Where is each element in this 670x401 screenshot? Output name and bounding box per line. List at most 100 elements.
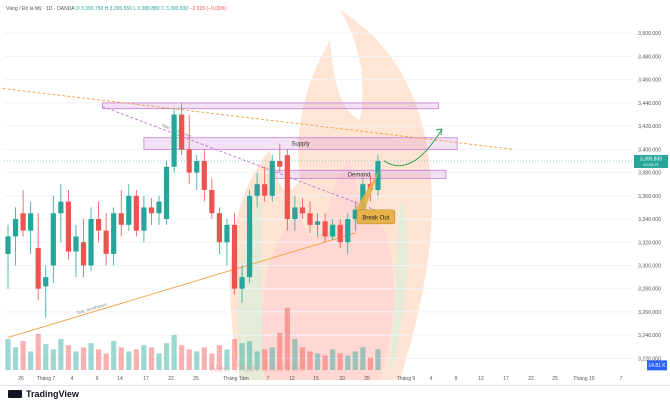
candle (186, 114, 192, 185)
candle-body (337, 224, 343, 243)
candle-body (292, 207, 298, 220)
zone-label: Supply (291, 142, 309, 148)
x-tick-label: 7 (267, 376, 270, 382)
candle-body (58, 201, 64, 214)
x-tick-label: 25 (193, 376, 199, 382)
watermark-text: Nen Than Channel (210, 363, 302, 375)
volume-bar (231, 339, 238, 370)
volume-bar (133, 349, 139, 370)
candle-body (50, 213, 56, 266)
candle-body (28, 213, 34, 231)
ohlc-low: L 3,388.880 (133, 6, 160, 12)
volume-bar (314, 353, 321, 370)
candle-body (314, 221, 321, 225)
candle (103, 213, 109, 266)
volume-bar (284, 308, 290, 370)
x-tick-label: Tháng 9 (397, 376, 416, 382)
y-tick-label: 3,360.000 (638, 194, 661, 200)
candle-body (65, 201, 71, 252)
volume-bar (292, 339, 298, 370)
annotations: Break Out (4, 128, 632, 225)
candle-body (247, 195, 253, 278)
candle (65, 190, 71, 260)
volume-bar (277, 332, 283, 370)
candle-body (148, 207, 155, 214)
candle (337, 219, 343, 249)
candle-body (322, 221, 328, 237)
candle-body (299, 207, 306, 214)
candle (254, 172, 260, 208)
candle-body (254, 184, 260, 196)
candle-body (80, 242, 87, 266)
x-tick-label: 25 (552, 376, 558, 382)
candle (20, 190, 26, 237)
x-tick-label: 4 (71, 376, 74, 382)
tradingview-logo-text: TradingView (26, 389, 79, 399)
volume-bar (254, 351, 260, 370)
y-axis[interactable]: 3,500.000 3,480.000 3,460.000 3,440.000 3,42… (632, 0, 670, 385)
ohlc-high: H 3,395.550 (104, 6, 132, 12)
candle-body (277, 160, 283, 167)
volume-bar (262, 349, 268, 370)
x-tick-label: 17 (143, 376, 149, 382)
candle-body (35, 248, 41, 289)
y-tick-label: 3,460.000 (638, 78, 661, 84)
candle (299, 198, 306, 220)
volume-bar (20, 341, 26, 370)
candle-body (111, 213, 117, 254)
volume-bars (5, 308, 381, 370)
x-tick-label: Tháng Tám (223, 376, 248, 382)
volume-bar (337, 353, 343, 370)
volume-bar (50, 349, 56, 370)
candle-body (141, 207, 147, 231)
candle (12, 207, 19, 266)
ohlc-change: −2.915 (−0.09%) (189, 6, 227, 12)
candle-body (194, 160, 200, 173)
projection-arrow (383, 128, 443, 167)
candle (96, 201, 102, 243)
price-tag (634, 154, 668, 168)
x-tick-label: 20 (339, 376, 345, 382)
candle (156, 195, 162, 225)
candle (231, 213, 238, 295)
volume-bar (307, 351, 313, 370)
candle-body (12, 219, 19, 237)
volume-bar (209, 353, 215, 370)
candle (284, 149, 290, 231)
candle-body (209, 190, 215, 214)
y-tick-label: 3,480.000 (638, 54, 661, 60)
volume-bar (239, 343, 245, 370)
candle-body (262, 184, 268, 196)
tradingview-logo[interactable]: TradingView (8, 389, 79, 399)
candle-body (156, 201, 162, 214)
breakout-pointer (354, 168, 380, 210)
volume-bar (367, 357, 373, 370)
candle-body (239, 277, 245, 289)
x-tick-label: 26 (18, 376, 24, 382)
volume-bar (126, 351, 132, 370)
candle (239, 265, 245, 303)
candle (35, 213, 41, 301)
volume-bar (375, 349, 381, 370)
x-tick-label: Tháng 10 (573, 376, 594, 382)
volume-bar (58, 339, 64, 370)
footer-bar: TradingView (0, 385, 670, 401)
candle (163, 160, 170, 225)
candle-body (96, 219, 102, 231)
y-tick-label: 3,260.000 (638, 310, 661, 316)
zone-label: Demand (348, 173, 371, 179)
volume-bar (247, 341, 253, 370)
x-axis[interactable]: 26 Tháng 7 4 9 14 17 22 25 Tháng Tám 7 12 15 20 25 Thá… (18, 376, 622, 382)
candle-body (103, 230, 109, 254)
candle (352, 201, 358, 231)
volume-bar (28, 351, 34, 370)
volume-bar (163, 343, 170, 370)
volume-bar (216, 345, 222, 370)
candle (179, 102, 185, 156)
volume-bar (360, 347, 366, 370)
candle (28, 201, 34, 254)
breakout-label: Break Out (362, 215, 389, 221)
candle (73, 224, 79, 278)
candle (292, 195, 298, 231)
